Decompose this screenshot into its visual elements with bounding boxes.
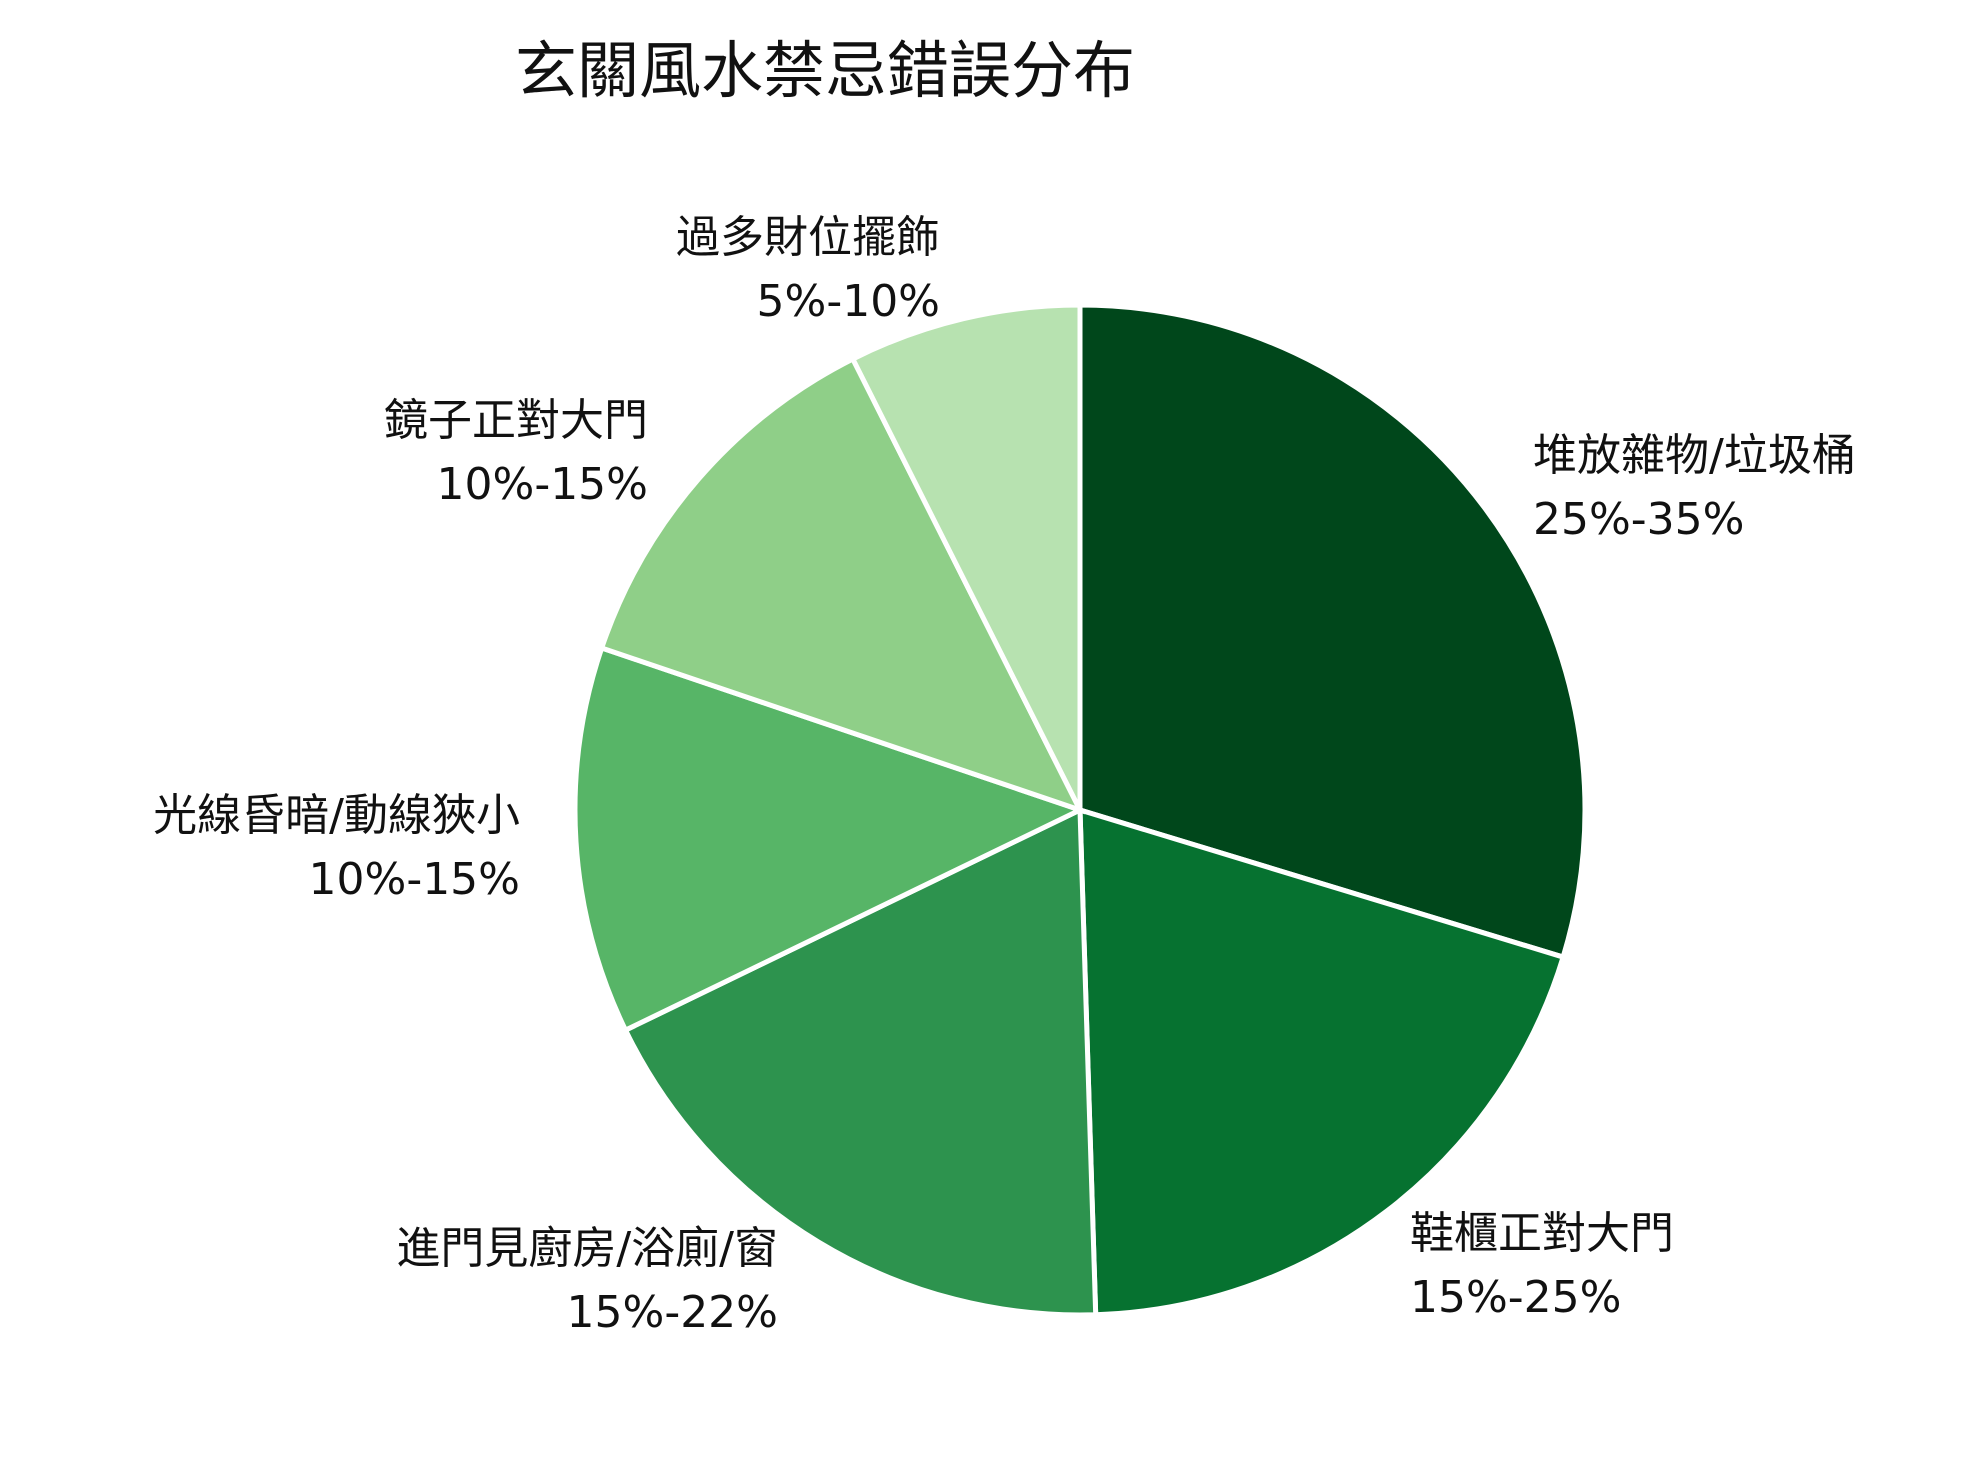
pie-slice-3 bbox=[622, 806, 1099, 1318]
pie-slice-5 bbox=[598, 355, 1085, 815]
slice-range-6: 5%-10% bbox=[757, 276, 940, 327]
slice-range-4: 10%-15% bbox=[309, 854, 520, 905]
pie-slices bbox=[572, 302, 1588, 1318]
pie-slice-2 bbox=[1077, 806, 1567, 1318]
pie-labels: 堆放雜物/垃圾桶 25%-35% 鞋櫃正對大門 15%-25% 進門見廚房/浴廁/窗 15… bbox=[153, 212, 1856, 1338]
slice-label-2: 鞋櫃正對大門 bbox=[1410, 1208, 1674, 1259]
slice-range-2: 15%-25% bbox=[1410, 1272, 1621, 1323]
slice-range-5: 10%-15% bbox=[437, 459, 648, 510]
pie-slice-1 bbox=[1077, 302, 1588, 961]
slice-label-6: 過多財位擺飾 bbox=[676, 212, 940, 263]
chart-title: 玄關風水禁忌錯誤分布 bbox=[515, 34, 1135, 107]
slice-label-3: 進門見廚房/浴廁/窗 bbox=[396, 1223, 778, 1274]
slice-label-1: 堆放雜物/垃圾桶 bbox=[1533, 430, 1856, 481]
slice-label-5: 鏡子正對大門 bbox=[384, 395, 648, 446]
pie-slice-6 bbox=[849, 302, 1083, 812]
slice-label-4: 光線昏暗/動線狹小 bbox=[153, 790, 520, 841]
slice-range-3: 15%-22% bbox=[567, 1287, 778, 1338]
slice-range-1: 25%-35% bbox=[1533, 494, 1744, 545]
pie-slice-4 bbox=[572, 644, 1087, 1034]
